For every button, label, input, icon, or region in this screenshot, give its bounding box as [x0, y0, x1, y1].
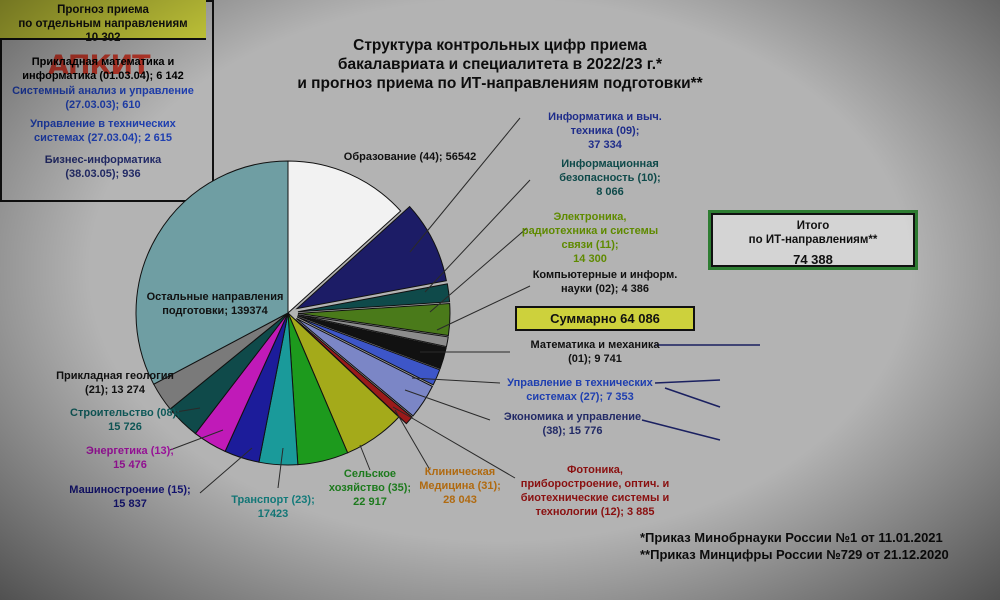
pie-slice-label-line: науки (02); 4 386	[560, 283, 649, 295]
forecast-item-line: Прикладная математика и	[31, 56, 175, 68]
leader-line	[409, 117, 521, 253]
footnote-1: *Приказ Минобрнауки России №1 от 11.01.2…	[640, 530, 943, 545]
pie-slice-label-line: 17423	[257, 508, 289, 520]
pie-slice-label: Электроника, радиотехника и системы связи …	[520, 210, 660, 266]
pie-slice-label-line: Фотоника,	[567, 464, 623, 476]
pie-slice-label-line: Остальные направления	[146, 291, 284, 303]
pie-slice-label-line: радиотехника и системы	[521, 225, 659, 237]
pie-slice-label-line: Строительство (08);	[70, 407, 180, 419]
pie-slice-label-line: Образование (44); 56542	[343, 151, 477, 163]
pie-slice-label-line: 15 726	[108, 421, 142, 433]
pie-slice-label: Машиностроение (15); 15 837	[60, 483, 200, 511]
forecast-item: Бизнес-информатика (38.03.05); 936	[0, 153, 206, 181]
pie-slice-label: Фотоника, приборостроение, оптич. и биотех…	[510, 463, 680, 519]
forecast-item: Управление в технических системах (27.03…	[0, 117, 206, 145]
forecast-item: Системный анализ и управление (27.03.03)…	[0, 84, 206, 112]
total-value: 74 388	[793, 252, 833, 267]
pie-slice-label-line: Информатика и выч.	[548, 111, 662, 123]
pie-slice-label-line: Транспорт (23);	[231, 494, 315, 506]
total-line-1: Итого	[796, 220, 830, 232]
pie-slice-label-line: Энергетика (13);	[86, 445, 174, 457]
pie-slice-label: Управление в технических системах (27); 7…	[495, 376, 665, 404]
forecast-item-line: (38.03.05); 936	[65, 168, 141, 180]
forecast-header: Прогноз приема по отдельным направлениям…	[0, 0, 206, 44]
forecast-item-line: системах (27.03.04); 2 615	[33, 132, 173, 144]
leader-line	[394, 409, 431, 471]
pie-slice-label-line: Машиностроение (15);	[69, 484, 191, 496]
forecast-connector	[664, 387, 721, 408]
pie-slice-label-line: хозяйство (35);	[328, 482, 412, 494]
forecast-item-line: информатика (01.03.04); 6 142	[22, 70, 184, 82]
forecast-item-line: Бизнес-информатика	[44, 154, 162, 166]
pie-slice-label-line: (01); 9 741	[568, 353, 622, 365]
leader-line	[199, 447, 253, 494]
pie-slice-label-line: техника (09);	[570, 125, 640, 137]
footnotes: *Приказ Минобрнауки России №1 от 11.01.2…	[640, 529, 949, 563]
pie-slice-label-line: безопасность (10);	[559, 172, 661, 184]
forecast-item-line: (27.03.03); 610	[65, 99, 141, 111]
pie-slice-label-line: Математика и механика	[530, 339, 660, 351]
pie-slice-label-line: Электроника,	[553, 211, 627, 223]
pie-slice-label-line: 22 917	[353, 496, 387, 508]
pie-slice-label: Компьютерные и информ. науки (02); 4 386	[520, 268, 690, 296]
pie-slice-label-line: 8 066	[596, 186, 624, 198]
pie-slice-label-line: системах (27); 7 353	[526, 391, 634, 403]
pie-slice-label-line: технологии (12); 3 885	[535, 506, 655, 518]
pie-slice-label-line: Компьютерные и информ.	[532, 269, 678, 281]
pie-slice-label: Остальные направления подготовки; 139374	[140, 290, 290, 318]
forecast-header-line-1: Прогноз приема	[57, 4, 149, 16]
forecast-item-line: Управление в технических	[30, 118, 176, 130]
pie-slice-label-line: Информационная	[561, 158, 659, 170]
forecast-box: Прогноз приема по отдельным направлениям…	[0, 0, 214, 202]
pie-slice-label: Экономика и управление (38); 15 776	[490, 410, 655, 438]
forecast-item-line: Системный анализ и управление	[12, 85, 194, 97]
pie-slice-label: Строительство (08); 15 726	[60, 406, 190, 434]
summary-box: Суммарно 64 086	[515, 306, 695, 331]
pie-slice-label-line: приборостроение, оптич. и	[520, 478, 670, 490]
forecast-item: Прикладная математика и информатика (01.…	[0, 55, 206, 83]
pie-slice-label-line: подготовки; 139374	[162, 305, 268, 317]
leader-line	[429, 227, 528, 313]
pie-slice-label-line: 37 334	[588, 139, 622, 151]
pie-slice-label-line: связи (11);	[561, 239, 619, 251]
pie-slice-label-line: 15 476	[113, 459, 147, 471]
forecast-header-line-3: 10 302	[85, 32, 121, 44]
pie-slice-label: Сельское хозяйство (35); 22 917	[310, 467, 430, 509]
pie-slice-label: Энергетика (13); 15 476	[70, 444, 190, 472]
pie-slice-label-line: биотехнические системы и	[520, 492, 670, 504]
pie-slice-label-line: (38); 15 776	[542, 425, 603, 437]
total-line-2: по ИТ-направлениям**	[748, 234, 878, 246]
footnote-2: **Приказ Минцифры России №729 от 21.12.2…	[640, 547, 949, 562]
pie-slice-label: Математика и механика (01); 9 741	[510, 338, 680, 366]
pie-slice-label-line: 14 300	[573, 253, 607, 265]
pie-slice-label: Образование (44); 56542	[320, 150, 500, 164]
pie-slice-label-line: Прикладная геология	[56, 370, 174, 382]
forecast-header-line-2: по отдельным направлениям	[18, 18, 188, 30]
pie-slice-label-line: Управление в технических	[507, 377, 653, 389]
summary-text: Суммарно 64 086	[550, 311, 660, 326]
pie-slice-label: Информатика и выч. техника (09); 37 334	[540, 110, 670, 152]
pie-slice-label-line: (21); 13 274	[85, 384, 145, 396]
pie-slice-label-line: Сельское	[343, 468, 397, 480]
pie-slice-label-line: 15 837	[113, 498, 147, 510]
pie-slice-label: Транспорт (23); 17423	[218, 493, 328, 521]
pie-slice-label: Прикладная геология (21); 13 274	[40, 369, 190, 397]
total-it-box: Итого по ИТ-направлениям** 74 388	[708, 210, 918, 270]
pie-slice-label: Информационная безопасность (10); 8 066	[545, 157, 675, 199]
leader-line	[424, 179, 531, 293]
pie-slice-label-line: Экономика и управление	[503, 411, 642, 423]
